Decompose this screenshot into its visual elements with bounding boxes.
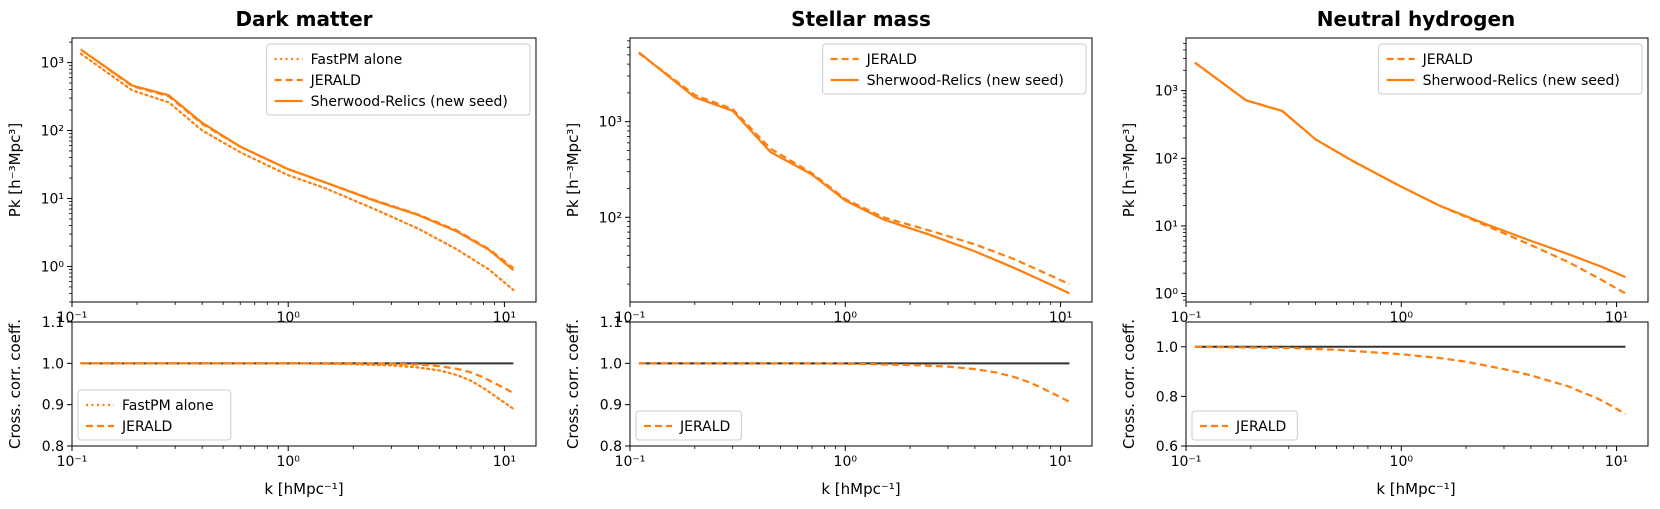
x-axis-label: k [hMpc⁻¹] bbox=[1376, 480, 1455, 498]
series-line-sherwood-relics-new-seed bbox=[1194, 61, 1626, 279]
y-tick-label: 0.9 bbox=[42, 398, 64, 414]
x-tick-label: 10⁻¹ bbox=[615, 454, 646, 470]
legend-label: Sherwood-Relics (new seed) bbox=[867, 73, 1064, 89]
legend-box bbox=[266, 43, 531, 116]
plot-frame bbox=[71, 321, 537, 447]
x-tick-label: 10⁰ bbox=[1390, 310, 1414, 326]
y-tick-label: 1.0 bbox=[600, 356, 622, 372]
legend-label: JERALD bbox=[310, 73, 361, 89]
legend-box bbox=[77, 389, 232, 441]
y-tick-label: 10¹ bbox=[41, 192, 64, 208]
y-tick-label: 1.0 bbox=[42, 356, 64, 372]
x-tick-label: 10¹ bbox=[493, 454, 516, 470]
y-tick-label: 10⁰ bbox=[1155, 287, 1179, 303]
y-tick-label: 10² bbox=[1155, 151, 1178, 167]
series-line-jerald bbox=[1194, 345, 1627, 415]
y-tick-label: 1.0 bbox=[1156, 340, 1178, 356]
y-tick-label: 10³ bbox=[41, 56, 64, 72]
x-tick-label: 10⁰ bbox=[834, 310, 858, 326]
legend-box bbox=[635, 410, 742, 441]
legend: JERALD bbox=[1191, 410, 1298, 441]
legend-box bbox=[1191, 410, 1298, 441]
panel-title: Stellar mass bbox=[791, 7, 931, 31]
x-tick-label: 10⁰ bbox=[276, 310, 300, 326]
x-tick-label: 10¹ bbox=[493, 310, 516, 326]
cross-correlation-plot: k [hMpc⁻¹] 10⁻¹ 10⁰ 10¹ 0.8 0.9 1.0 1.1 Cross. … bbox=[6, 315, 537, 498]
x-tick-label: 10¹ bbox=[1049, 454, 1072, 470]
legend-label: JERALD bbox=[866, 52, 917, 68]
series-line-jerald bbox=[1194, 61, 1627, 295]
legend-label: Sherwood-Relics (new seed) bbox=[311, 94, 508, 110]
plot-frame bbox=[629, 321, 1093, 447]
x-tick-label: 10⁻¹ bbox=[57, 454, 88, 470]
legend: JERALD Sherwood-Relics (new seed) bbox=[1378, 43, 1643, 95]
panel-neutral-hydrogen: Neutral hydrogen 10⁻¹ 10⁰ 10¹ 10⁰ 10¹ 10² 10³ P… bbox=[1120, 7, 1649, 498]
legend-label: FastPM alone bbox=[311, 52, 403, 68]
series-line-jerald bbox=[638, 52, 1070, 286]
legend-label: JERALD bbox=[1235, 419, 1286, 435]
x-tick-label: 10⁰ bbox=[834, 454, 858, 470]
y-axis-label: Pk [h⁻³Mpc³] bbox=[1120, 123, 1138, 217]
x-tick-label: 10⁻¹ bbox=[1171, 454, 1202, 470]
y-tick-label: 0.8 bbox=[42, 439, 64, 455]
legend: FastPM alone JERALD Sherwood-Relics (new s… bbox=[266, 43, 531, 116]
legend-label: JERALD bbox=[679, 419, 730, 435]
legend-box bbox=[1378, 43, 1643, 95]
y-axis-label: Pk [h⁻³Mpc³] bbox=[6, 123, 24, 217]
y-axis-label: Cross. corr. coeff. bbox=[1120, 319, 1138, 449]
y-axis-label: Cross. corr. coeff. bbox=[564, 319, 582, 449]
series-line-jerald bbox=[638, 362, 1071, 403]
y-axis-label: Pk [h⁻³Mpc³] bbox=[564, 123, 582, 217]
x-axis-label: k [hMpc⁻¹] bbox=[821, 480, 900, 498]
y-tick-label: 10⁰ bbox=[41, 259, 65, 275]
plot-frame bbox=[1185, 321, 1649, 447]
legend: FastPM alone JERALD bbox=[77, 389, 232, 441]
x-tick-label: 10⁰ bbox=[1390, 454, 1414, 470]
panel-dark-matter: Dark matter 10⁻¹ 10⁰ 10¹ 10⁰ 10¹ 10² 10³ Pk [h⁻… bbox=[6, 7, 537, 498]
y-tick-label: 10² bbox=[599, 210, 622, 226]
y-tick-label: 0.6 bbox=[1156, 439, 1178, 455]
y-tick-label: 0.8 bbox=[600, 439, 622, 455]
series-line-fastpm-alone bbox=[79, 362, 515, 410]
cross-correlation-plot: k [hMpc⁻¹] 10⁻¹ 10⁰ 10¹ 0.8 0.9 1.0 1.1 Cross. … bbox=[564, 315, 1093, 498]
legend-label: JERALD bbox=[121, 419, 172, 435]
y-tick-label: 0.8 bbox=[1156, 389, 1178, 405]
series-line-sherwood-relics-new-seed bbox=[638, 51, 1070, 295]
series-line-jerald bbox=[80, 362, 514, 395]
cross-correlation-plot: k [hMpc⁻¹] 10⁻¹ 10⁰ 10¹ 0.6 0.8 1.0 Cross. cor… bbox=[1120, 319, 1649, 498]
y-axis-label: Cross. corr. coeff. bbox=[6, 319, 24, 449]
panel-stellar-mass: Stellar mass 10⁻¹ 10⁰ 10¹ 10² 10³ Pk [h⁻³Mpc³… bbox=[564, 7, 1093, 498]
x-tick-label: 10⁰ bbox=[276, 454, 300, 470]
x-tick-label: 10¹ bbox=[1605, 310, 1628, 326]
plot-frame bbox=[1185, 37, 1649, 303]
legend: JERALD bbox=[635, 410, 742, 441]
plot-frame bbox=[629, 37, 1093, 303]
series-line-fastpm-alone bbox=[79, 52, 515, 292]
y-tick-label: 10³ bbox=[599, 115, 622, 131]
plot-frame bbox=[71, 37, 537, 303]
y-tick-label: 10² bbox=[41, 124, 64, 140]
x-tick-label: 10¹ bbox=[1605, 454, 1628, 470]
legend: JERALD Sherwood-Relics (new seed) bbox=[822, 43, 1087, 95]
y-tick-label: 10¹ bbox=[1155, 219, 1178, 235]
x-axis-label: k [hMpc⁻¹] bbox=[264, 480, 343, 498]
panel-title: Dark matter bbox=[235, 7, 372, 31]
legend-label: Sherwood-Relics (new seed) bbox=[1423, 73, 1620, 89]
y-tick-label: 10³ bbox=[1155, 84, 1178, 100]
series-line-sherwood-relics-new-seed bbox=[80, 48, 515, 272]
panel-title: Neutral hydrogen bbox=[1317, 7, 1516, 31]
legend-box bbox=[822, 43, 1087, 95]
x-tick-label: 10¹ bbox=[1049, 310, 1072, 326]
legend-label: JERALD bbox=[1422, 52, 1473, 68]
legend-label: FastPM alone bbox=[122, 398, 214, 414]
y-tick-label: 1.1 bbox=[600, 315, 622, 331]
y-tick-label: 0.9 bbox=[600, 398, 622, 414]
y-tick-label: 1.1 bbox=[42, 315, 64, 331]
